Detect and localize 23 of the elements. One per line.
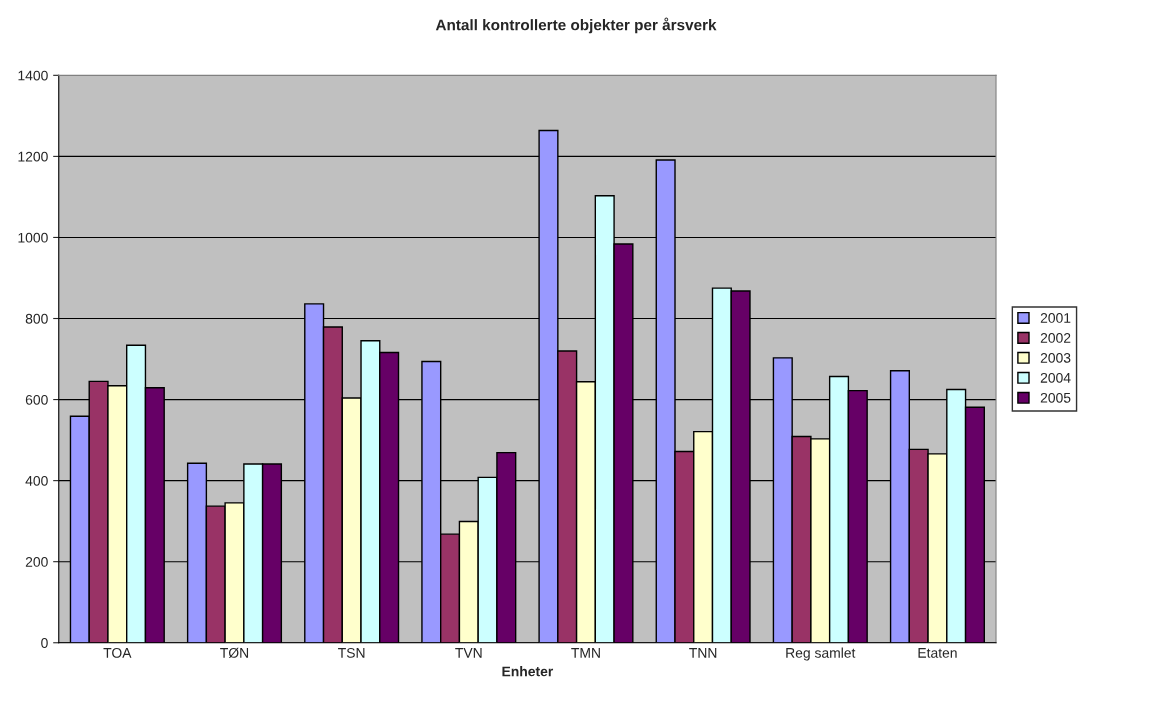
x-tick-label: TØN [220,647,249,659]
y-tick-label: 1400 [18,70,48,81]
x-tick-label: TOA [103,647,132,658]
y-tick-label: 800 [25,313,48,324]
x-axis-title: Enheter [502,666,554,677]
x-tick-label: TMN [571,648,600,658]
x-tick-label: Reg samlet [786,647,856,661]
y-tick-label: 0 [41,638,48,648]
y-tick-label: 600 [25,394,48,405]
y-tick-label: 400 [25,475,48,486]
x-tick-label: Etaten [918,648,957,658]
chart-title: Antall kontrollerte objekter per årsverk [435,17,717,34]
legend-label: 2003 [1040,352,1071,363]
x-tick-label: TNN [689,648,717,658]
legend-label: 2001 [1040,313,1071,323]
y-tick-label: 200 [25,557,48,567]
x-tick-label: TVN [455,648,482,658]
legend-label: 2005 [1040,392,1071,403]
legend-label: 2004 [1040,372,1071,383]
y-tick-label: 1000 [18,232,48,243]
x-tick-label: TSN [338,647,365,658]
y-tick-label: 1200 [18,151,48,162]
legend-label: 2002 [1040,333,1071,343]
